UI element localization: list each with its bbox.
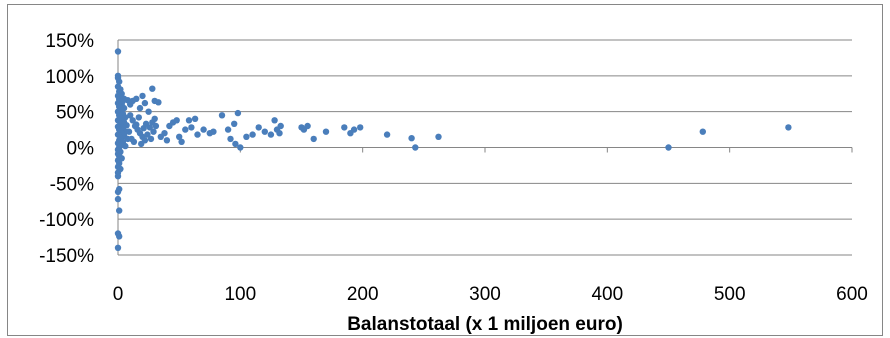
data-point [185, 117, 193, 124]
x-tick-label: 500 [714, 284, 746, 305]
data-point [152, 122, 160, 130]
data-point [383, 131, 391, 138]
data-point [116, 233, 123, 240]
data-point [145, 108, 152, 115]
data-point [138, 140, 145, 148]
data-point [785, 124, 792, 131]
data-point [191, 115, 199, 123]
x-tick-label: 400 [591, 284, 623, 305]
y-tick-label: 50% [56, 103, 94, 124]
data-point [176, 133, 183, 140]
data-point [182, 126, 189, 133]
data-point [227, 135, 234, 143]
data-point [224, 126, 232, 133]
data-point [133, 121, 140, 128]
data-point [271, 117, 278, 124]
data-point [200, 126, 207, 133]
data-point [141, 99, 149, 107]
data-point [114, 48, 122, 55]
data-point [304, 122, 311, 130]
data-point [161, 130, 168, 137]
data-point [276, 130, 283, 137]
data-point [116, 78, 123, 85]
data-point [142, 120, 150, 128]
data-point [155, 99, 162, 106]
data-point [114, 188, 122, 196]
data-point [147, 135, 155, 143]
data-point [237, 144, 244, 151]
data-point [243, 133, 250, 140]
data-point [232, 140, 239, 148]
data-point [114, 244, 122, 251]
y-tick-label: 150% [45, 31, 94, 52]
data-point [408, 135, 415, 142]
x-tick-label: 100 [224, 284, 256, 305]
data-point [234, 109, 242, 117]
data-point [310, 135, 317, 143]
data-point [249, 131, 256, 138]
data-point [135, 114, 142, 121]
data-point [130, 138, 138, 145]
data-point [261, 128, 268, 135]
x-tick-label: 300 [469, 284, 501, 305]
scatter-chart: 150% 100% 50% 0% -50% -100% -150% 0 100 200 300 40… [39, 31, 868, 335]
data-point [341, 124, 348, 131]
data-point [114, 195, 122, 203]
y-tick-label: -100% [39, 210, 94, 231]
x-axis [117, 147, 853, 153]
data-point [127, 112, 134, 119]
y-tick-label: -150% [39, 246, 94, 267]
data-point [218, 112, 226, 119]
data-point [144, 131, 151, 138]
data-point [114, 173, 122, 180]
data-point [188, 124, 195, 131]
data-point [116, 207, 123, 214]
x-tick-label: 200 [347, 284, 379, 305]
data-point [255, 124, 262, 131]
y-tick-label: -50% [50, 174, 94, 195]
data-point [665, 144, 672, 151]
data-point [163, 137, 171, 144]
data-point [136, 104, 144, 112]
data-point [133, 95, 140, 103]
x-axis-tick-labels: 0 100 200 300 400 500 600 [113, 284, 868, 305]
data-point [194, 131, 201, 138]
data-point [125, 128, 133, 135]
data-point [357, 124, 364, 131]
data-point [277, 122, 284, 130]
y-axis-tick-labels: 150% 100% 50% 0% -50% -100% -150% [39, 31, 94, 267]
data-points [114, 48, 792, 251]
y-tick-label: 100% [45, 67, 94, 88]
data-point [699, 128, 706, 135]
data-point [267, 131, 275, 138]
x-tick-label: 600 [836, 284, 868, 305]
x-tick-label: 0 [113, 284, 124, 305]
data-point [129, 117, 136, 124]
data-point [178, 138, 185, 145]
data-point [151, 115, 158, 123]
y-tick-label: 0% [67, 139, 95, 160]
chart-area: 150% 100% 50% 0% -50% -100% -150% 0 100 200 300 40… [7, 4, 883, 336]
data-point [122, 142, 129, 150]
data-point [210, 128, 217, 135]
data-point [149, 85, 156, 92]
data-point [435, 133, 442, 140]
data-point [139, 92, 146, 100]
data-point [412, 144, 419, 151]
data-point [322, 128, 330, 135]
x-axis-title: Balanstotaal (x 1 miljoen euro) [347, 314, 623, 335]
data-point [350, 126, 358, 133]
data-point [173, 117, 180, 124]
data-point [231, 120, 238, 128]
data-point [150, 128, 157, 135]
